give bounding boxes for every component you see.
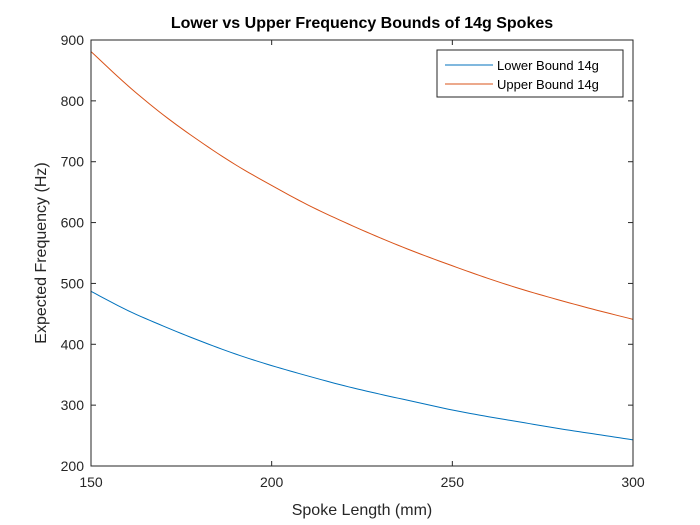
legend-box [436, 49, 624, 98]
x-tick-label: 250 [441, 474, 465, 490]
legend-entry-lower: Lower Bound 14g [497, 58, 599, 73]
x-axis-label: Spoke Length (mm) [292, 502, 433, 519]
y-tick-label: 300 [61, 397, 85, 413]
series-lines [90, 51, 634, 441]
y-tick-label: 800 [61, 93, 85, 109]
y-tick-label: 700 [61, 154, 85, 170]
y-tick-label: 200 [61, 458, 85, 474]
legend: Lower Bound 14g Upper Bound 14g [436, 49, 624, 98]
x-tick-label: 150 [79, 474, 103, 490]
y-axis-label: Expected Frequency (Hz) [33, 162, 50, 343]
series-line-upper-bound [90, 51, 634, 320]
y-tick-label: 400 [61, 336, 85, 352]
series-line-lower-bound [90, 290, 634, 441]
x-tick-label: 300 [621, 474, 645, 490]
y-tick-label: 900 [61, 32, 85, 48]
plot-area [91, 40, 633, 466]
plot-box [90, 39, 634, 467]
x-tick-label: 200 [260, 474, 284, 490]
y-tick-label: 600 [61, 215, 85, 231]
legend-entry-upper: Upper Bound 14g [497, 77, 599, 92]
y-tick-label: 500 [61, 275, 85, 291]
chart-title: Lower vs Upper Frequency Bounds of 14g S… [171, 15, 553, 32]
